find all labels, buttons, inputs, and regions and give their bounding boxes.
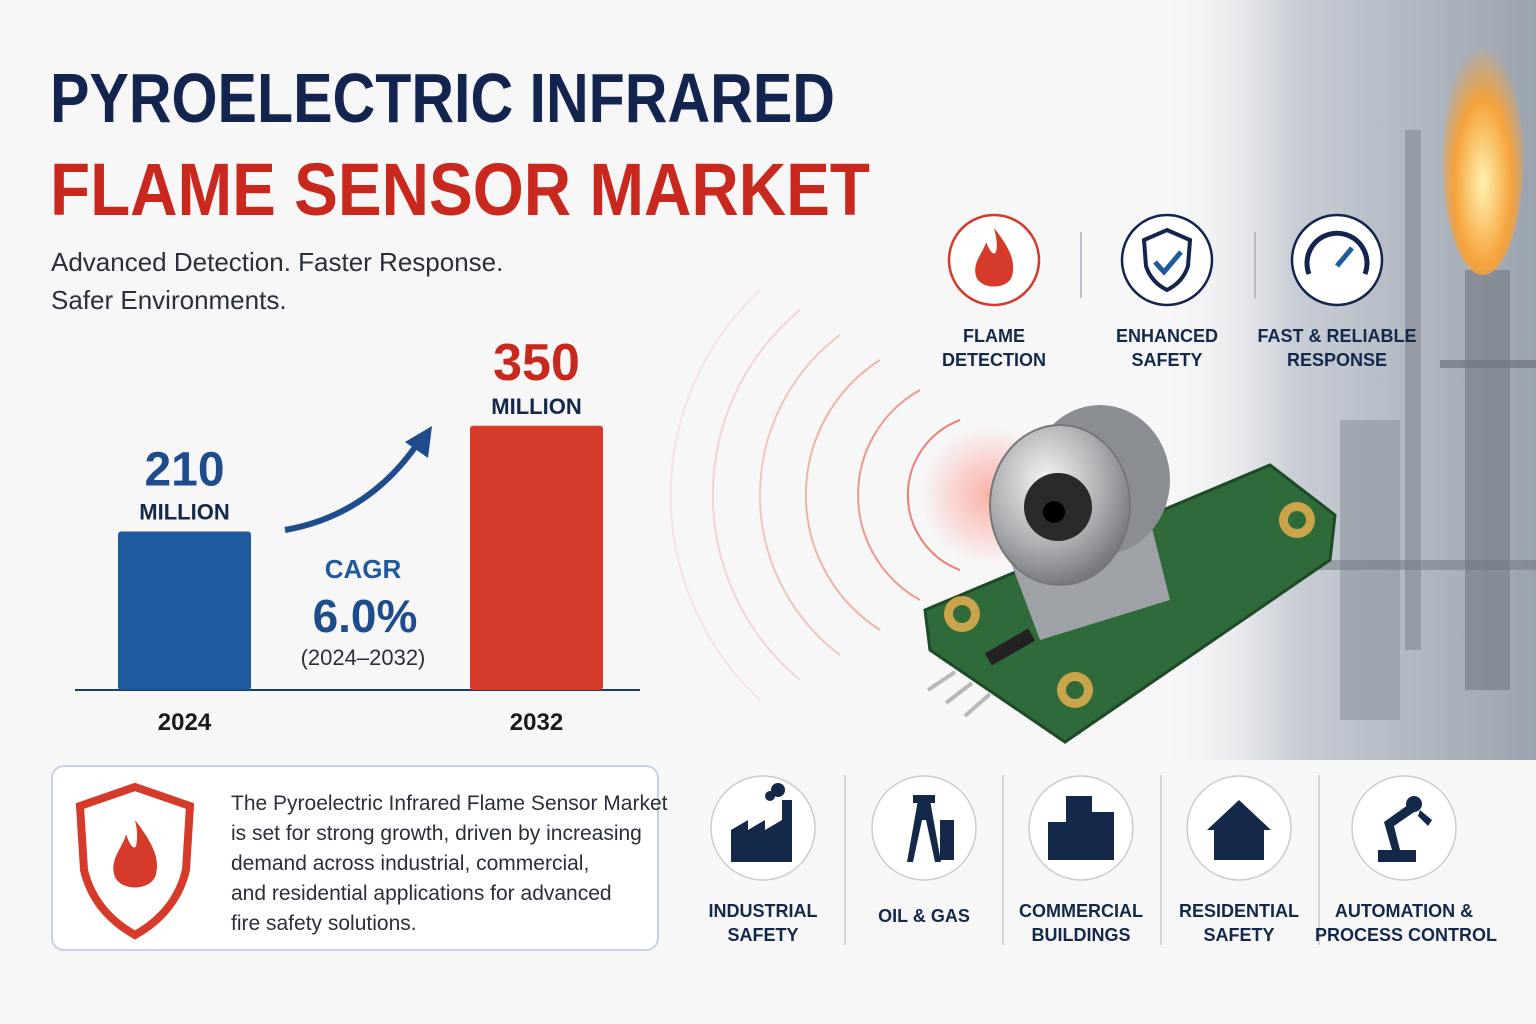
cagr-label: CAGR	[325, 554, 402, 584]
title-line: FLAME SENSOR MARKET	[50, 148, 870, 231]
title-line: PYROELECTRIC INFRARED	[50, 59, 835, 137]
application-label: INDUSTRIAL	[709, 901, 818, 921]
industrial-background	[1160, 0, 1536, 760]
application-label: SAFETY	[727, 925, 798, 945]
applications: INDUSTRIAL SAFETY OIL & GAS COMMERCIAL B…	[709, 775, 1497, 945]
application-label: OIL & GAS	[878, 906, 970, 926]
features: FLAME DETECTION ENHANCED SAFETY FAST & R…	[942, 213, 1417, 370]
bar	[470, 425, 603, 690]
cagr-value: 6.0%	[313, 590, 418, 642]
growth-arrow	[284, 438, 423, 533]
description-box	[51, 765, 659, 951]
value-label: 210	[144, 443, 224, 496]
bar	[118, 531, 251, 690]
application-label: BUILDINGS	[1032, 925, 1131, 945]
description-line: The Pyroelectric Infrared Flame Sensor M…	[231, 792, 668, 815]
tagline: Advanced Detection. Faster Response.	[51, 247, 503, 277]
sensor-illustration	[669, 289, 1337, 744]
description-line: is set for strong growth, driven by incr…	[231, 822, 642, 845]
application-label: AUTOMATION &	[1335, 901, 1473, 921]
feature-label: ENHANCED	[1116, 326, 1218, 346]
x-tick-label: 2024	[158, 709, 212, 736]
value-label: 350	[493, 334, 580, 392]
x-tick-label: 2032	[510, 709, 563, 736]
application-label: SAFETY	[1203, 925, 1274, 945]
arrow-head	[405, 426, 432, 458]
description-line: demand across industrial, commercial,	[231, 852, 589, 875]
application-label: PROCESS CONTROL	[1315, 925, 1497, 945]
unit-label: MILLION	[139, 499, 229, 524]
feature-label: SAFETY	[1131, 350, 1202, 370]
bar-chart: CAGR 6.0% (2024–2032) 210MILLION2024350M…	[75, 334, 640, 736]
cagr-period: (2024–2032)	[301, 645, 426, 670]
feature-label: RESPONSE	[1287, 350, 1387, 370]
feature-label: DETECTION	[942, 350, 1046, 370]
feature-label: FAST & RELIABLE	[1257, 326, 1416, 346]
description-line: fire safety solutions.	[231, 912, 417, 935]
unit-label: MILLION	[491, 394, 581, 419]
feature-label: FLAME	[963, 326, 1025, 346]
application-label: COMMERCIAL	[1019, 901, 1143, 921]
tagline: Safer Environments.	[51, 285, 287, 315]
description-line: and residential applications for advance…	[231, 882, 612, 905]
application-label: RESIDENTIAL	[1179, 901, 1299, 921]
